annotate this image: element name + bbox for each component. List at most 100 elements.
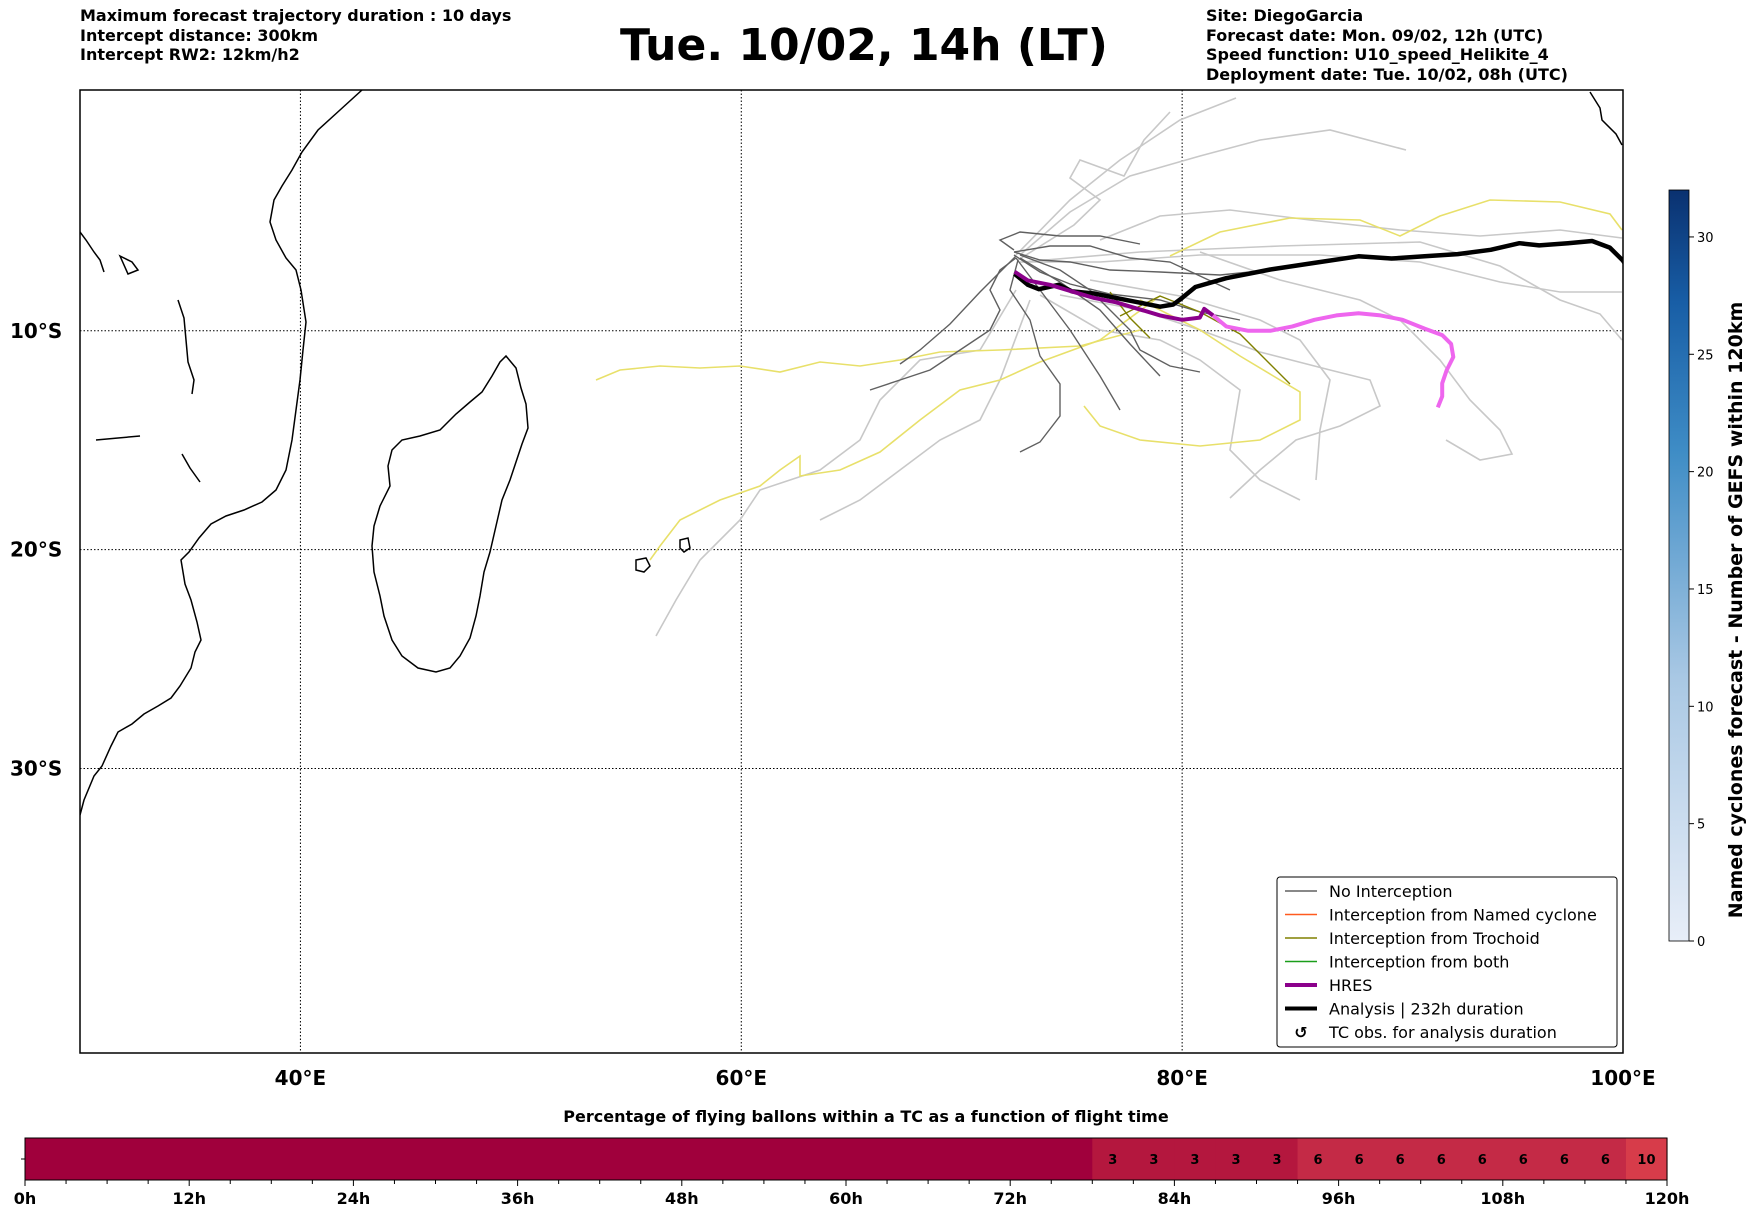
island-coastline bbox=[118, 254, 140, 275]
percentage-bar-tick-label: 48h bbox=[665, 1189, 699, 1208]
forecast-date-text: Forecast date: Mon. 09/02, 12h (UTC) bbox=[1206, 25, 1544, 45]
percentage-bar-tick-label: 72h bbox=[993, 1189, 1027, 1208]
percentage-bar-cell bbox=[1461, 1138, 1504, 1180]
percentage-cell-label: 10 bbox=[1637, 1153, 1655, 1168]
map-axis-labels: 40°E 60°E 80°E 100°E 10°S 20°S 30°S bbox=[10, 319, 1656, 1090]
percentage-bar-cell bbox=[1625, 1138, 1668, 1180]
percentage-cell-label: 3 bbox=[1149, 1153, 1158, 1168]
colorbar-tick-label: 5 bbox=[1697, 818, 1705, 833]
map-frame bbox=[79, 89, 1624, 1054]
hres-trajectory bbox=[1013, 270, 1215, 322]
hres-trajectory-tail bbox=[1211, 311, 1456, 409]
island-coastline bbox=[95, 435, 141, 441]
x-tick-label: 100°E bbox=[1590, 1066, 1655, 1090]
legend-label: Interception from Named cyclone bbox=[1329, 906, 1597, 925]
percentage-bar-tick-label: 96h bbox=[1322, 1189, 1356, 1208]
ensemble-trajectories bbox=[595, 97, 1623, 637]
ensemble-yellow-lines bbox=[595, 199, 1623, 561]
intercept-rw2-text: Intercept RW2: 12km/h2 bbox=[80, 45, 300, 64]
percentage-bar-cell bbox=[599, 1138, 642, 1180]
colorbar-tick-label: 30 bbox=[1697, 231, 1714, 246]
legend-label: TC obs. for analysis duration bbox=[1328, 1023, 1557, 1042]
percentage-bar-cell bbox=[1338, 1138, 1381, 1180]
y-tick-label: 10°S bbox=[10, 319, 62, 343]
y-tick-label: 30°S bbox=[10, 756, 62, 780]
percentage-bar-cell bbox=[722, 1138, 765, 1180]
island-coastline bbox=[635, 557, 651, 573]
percentage-cell-label: 6 bbox=[1478, 1153, 1487, 1168]
forecast-settings-block: Maximum forecast trajectory duration : 1… bbox=[80, 6, 511, 65]
percentage-bar-cell bbox=[887, 1138, 929, 1180]
y-tick-label: 20°S bbox=[10, 538, 62, 562]
colorbar-tick-label: 20 bbox=[1697, 466, 1714, 481]
percentage-bar-cell bbox=[1502, 1138, 1545, 1180]
percentage-bar-cell bbox=[846, 1138, 888, 1180]
percentage-cell-label: 3 bbox=[1231, 1153, 1240, 1168]
colorbar-ticks: 0 5 10 15 20 25 30 bbox=[1689, 231, 1714, 950]
legend-label: Interception from both bbox=[1329, 953, 1509, 972]
speed-function-text: Speed function: U10_speed_Helikite_4 bbox=[1206, 45, 1549, 64]
colorbar: 0 5 10 15 20 25 30 Named cyclones forecast - N… bbox=[1668, 189, 1747, 950]
percentage-bar-chart: Percentage of flying ballons within a TC… bbox=[14, 1107, 1690, 1208]
percentage-bar-cell bbox=[271, 1138, 313, 1180]
percentage-bar-cell bbox=[1584, 1138, 1627, 1180]
x-tick-label: 80°E bbox=[1156, 1066, 1208, 1090]
percentage-bar-cell bbox=[969, 1138, 1011, 1180]
legend-label: HRES bbox=[1329, 976, 1372, 995]
island-coastline bbox=[679, 537, 691, 553]
percentage-bar-cell bbox=[107, 1138, 149, 1180]
percentage-bar-cell bbox=[394, 1138, 437, 1180]
percentage-bar-cell bbox=[1133, 1138, 1175, 1180]
percentage-bar-cell bbox=[312, 1138, 354, 1180]
island-coastline bbox=[181, 453, 201, 483]
percentage-bar-cell bbox=[1092, 1138, 1134, 1180]
percentage-bar-cell bbox=[476, 1138, 519, 1180]
colorbar-gradient bbox=[1668, 189, 1690, 942]
percentage-bar-cell bbox=[1174, 1138, 1217, 1180]
percentage-cell-label: 6 bbox=[1560, 1153, 1569, 1168]
percentage-cell-label: 6 bbox=[1437, 1153, 1446, 1168]
percentage-bar-cell bbox=[763, 1138, 806, 1180]
percentage-bar-ticks: 0h 12h 24h 36h 48h 60h 72h 84h 96h 108h 120h bbox=[14, 1180, 1690, 1208]
africa-coastline bbox=[80, 90, 363, 816]
percentage-cell-label: 6 bbox=[1601, 1153, 1610, 1168]
trajectory-duration-text: Maximum forecast trajectory duration : 1… bbox=[80, 6, 512, 25]
percentage-bar-cell bbox=[804, 1138, 847, 1180]
island-coastline bbox=[1589, 91, 1623, 146]
percentage-cell-label: 3 bbox=[1190, 1153, 1199, 1168]
percentage-bar-cell bbox=[435, 1138, 478, 1180]
arabia-coastline bbox=[80, 231, 105, 273]
percentage-bar-cell bbox=[928, 1138, 970, 1180]
percentage-bar-tick-label: 24h bbox=[337, 1189, 371, 1208]
percentage-bar-cell bbox=[558, 1138, 601, 1180]
percentage-bar-cell bbox=[1215, 1138, 1258, 1180]
x-tick-label: 40°E bbox=[275, 1066, 327, 1090]
percentage-bar-tick-label: 84h bbox=[1158, 1189, 1192, 1208]
legend-label: Analysis | 232h duration bbox=[1329, 1000, 1524, 1019]
percentage-bar-tick-label: 60h bbox=[829, 1189, 863, 1208]
percentage-bar-tick-label: 36h bbox=[501, 1189, 535, 1208]
colorbar-tick-label: 25 bbox=[1697, 348, 1714, 363]
percentage-bar-tick-label: 108h bbox=[1480, 1189, 1525, 1208]
colorbar-tick-label: 10 bbox=[1697, 700, 1714, 715]
percentage-bar-cells: 3 3 3 3 3 6 6 6 6 6 6 6 6 10 bbox=[25, 1138, 1668, 1180]
percentage-bar-cell bbox=[1051, 1138, 1093, 1180]
percentage-cell-label: 3 bbox=[1273, 1153, 1282, 1168]
legend: No Interception Interception from Named c… bbox=[1276, 876, 1618, 1048]
percentage-bar-tick-label: 120h bbox=[1645, 1189, 1690, 1208]
main-trajectories bbox=[1013, 238, 1623, 409]
island-coastline bbox=[177, 299, 195, 395]
percentage-bar-cell bbox=[1379, 1138, 1422, 1180]
legend-symbol-icon: ↺ bbox=[1294, 1023, 1307, 1042]
percentage-bar-cell bbox=[517, 1138, 560, 1180]
percentage-bar-cell bbox=[640, 1138, 683, 1180]
percentage-bar-cell bbox=[1420, 1138, 1463, 1180]
percentage-bar-cell bbox=[1543, 1138, 1586, 1180]
ensemble-light-lines bbox=[655, 97, 1623, 637]
legend-label: No Interception bbox=[1329, 882, 1453, 901]
colorbar-tick-label: 15 bbox=[1697, 583, 1714, 598]
percentage-bar-title: Percentage of flying ballons within a TC… bbox=[563, 1107, 1169, 1126]
colorbar-label: Named cyclones forecast - Number of GEFS… bbox=[1725, 302, 1747, 919]
percentage-cell-label: 6 bbox=[1396, 1153, 1405, 1168]
